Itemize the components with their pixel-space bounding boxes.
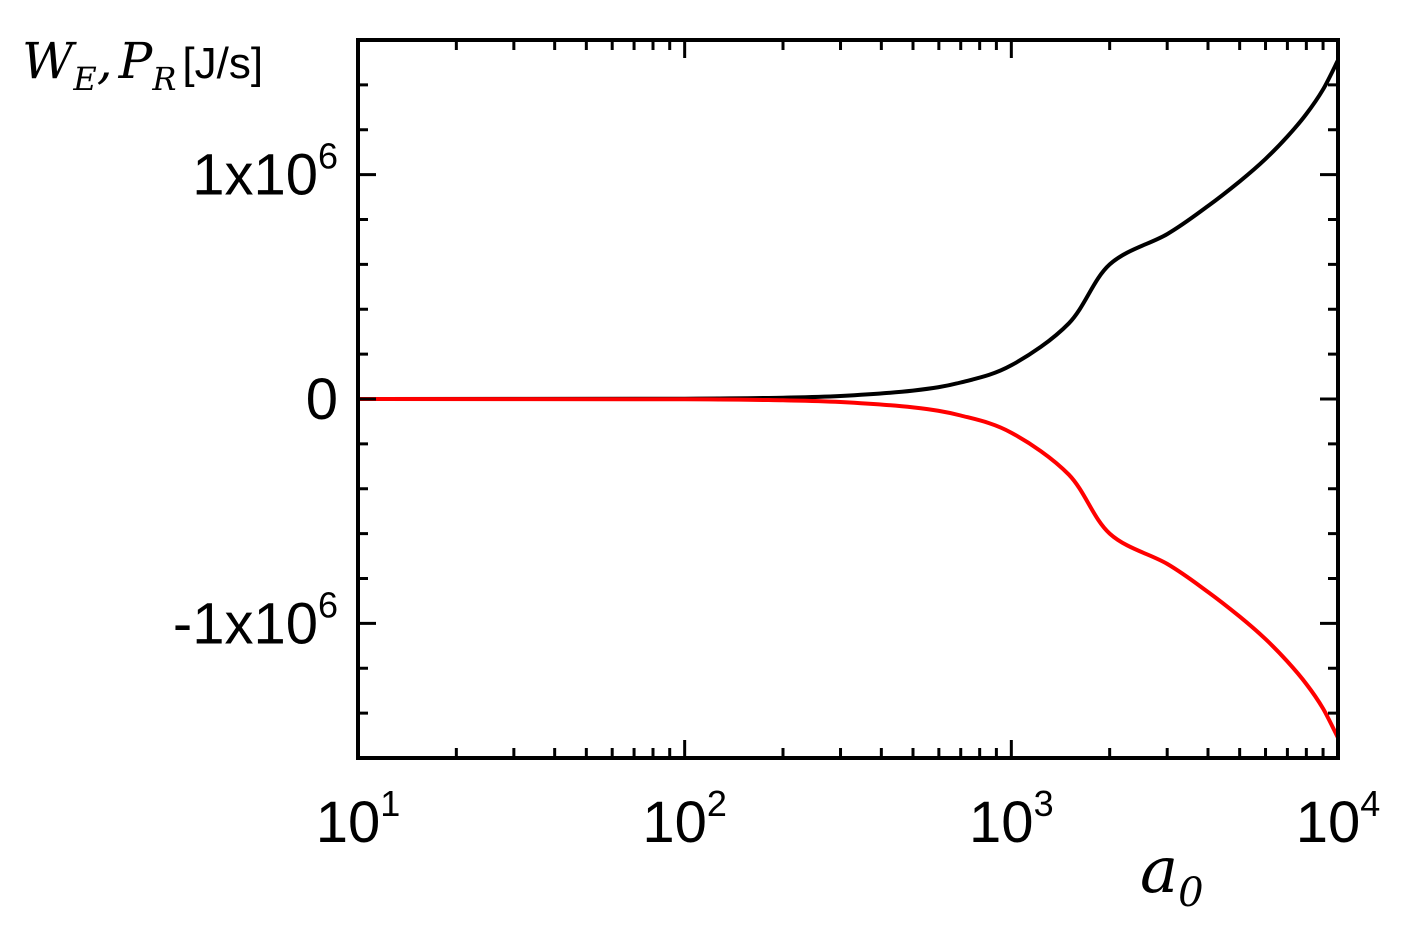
x-tick-label: 103 <box>969 783 1054 855</box>
y-label-p: P <box>118 32 154 90</box>
y-label-w: W <box>22 32 77 90</box>
plot-frame <box>356 38 1340 760</box>
y-axis-label: WE, PR [J/s] <box>22 32 263 98</box>
x-tick-label: 101 <box>316 783 401 855</box>
y-label-sep: , <box>97 32 113 90</box>
x-tick-label: 104 <box>1296 783 1381 855</box>
y-tick-label: -1x106 <box>173 584 338 656</box>
series-line-black <box>357 59 1340 401</box>
x-tick-label: 102 <box>642 783 727 855</box>
series-layer <box>357 59 1340 739</box>
series-line-red <box>357 397 1340 739</box>
x-label-main: a <box>1140 834 1178 908</box>
y-tick-label: 0 <box>306 367 338 432</box>
y-tick-label: 1x106 <box>192 136 338 208</box>
x-label-sub: 0 <box>1178 870 1203 916</box>
ticks-layer: 101 102 103 104 1x106 0 -1x106 <box>173 38 1381 855</box>
y-label-w-sub: E <box>72 60 96 98</box>
y-label-unit: [J/s] <box>182 39 263 88</box>
x-axis-label: a0 <box>1140 834 1204 916</box>
y-label-p-sub: R <box>151 60 176 98</box>
